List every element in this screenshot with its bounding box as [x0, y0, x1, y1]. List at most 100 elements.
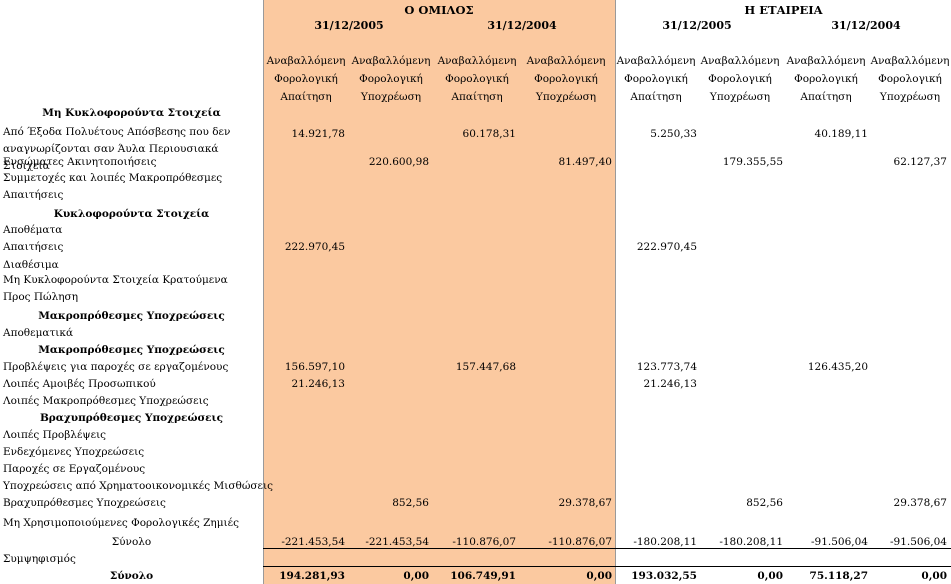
row-label: Σύνολο [109, 570, 154, 582]
period-date: 31/12/2005 [314, 19, 384, 32]
cell-value: 852,56 [392, 497, 429, 509]
column-header-word: Αναβαλλόμενη [616, 55, 696, 67]
row-label: Λοιπές Προβλέψεις [3, 429, 107, 441]
column-header-word: Φορολογική [878, 73, 942, 85]
column-header-word: Απαίτηση [800, 91, 852, 103]
cell-value: -221.453,54 [281, 536, 345, 548]
row-label: Κυκλοφορούντα Στοιχεία [53, 208, 210, 220]
subtotal-rule [263, 548, 951, 549]
cell-value: 0,00 [921, 570, 947, 582]
row-label: Σύνολο [111, 536, 152, 548]
column-header-word: Απαίτηση [280, 91, 332, 103]
group-title: Ο ΟΜΙΛΟΣ [404, 3, 474, 17]
row-label: Μακροπρόθεσμες Υποχρεώσεις [38, 310, 225, 322]
company-title: Η ΕΤΑΙΡΕΙΑ [744, 3, 823, 17]
column-header-word: Αναβαλλόμενη [700, 55, 780, 67]
column-header-word: Απαίτηση [630, 91, 682, 103]
row-label: Διαθέσιμα [3, 259, 59, 271]
column-header: Αναβαλλόμενη Φορολογική Υποχρέωση [347, 52, 435, 106]
row-label: Αποθεματικά [3, 327, 74, 339]
cell-value: 5.250,33 [650, 128, 697, 140]
column-header-word: Φορολογική [274, 73, 338, 85]
row-label: Βραχυπρόθεσμες Υποχρεώσεις [39, 412, 224, 424]
column-header: Αναβαλλόμενη Φορολογική Απαίτηση [433, 52, 521, 106]
row-label: Μακροπρόθεσμες Υποχρεώσεις [38, 344, 225, 356]
cell-value: 157.447,68 [455, 361, 516, 373]
column-header-word: Αναβαλλόμενη [437, 55, 517, 67]
column-header-word: Φορολογική [794, 73, 858, 85]
cell-value: 81.497,40 [558, 156, 612, 168]
column-header: Αναβαλλόμενη Φορολογική Υποχρέωση [522, 52, 610, 106]
period-date: 31/12/2004 [831, 19, 901, 32]
cell-value: -110.876,07 [548, 536, 612, 548]
column-header-word: Απαίτηση [451, 91, 503, 103]
column-header-word: Αναβαλλόμενη [526, 55, 606, 67]
cell-value: 106.749,91 [450, 570, 516, 582]
column-header-word: Αναβαλλόμενη [870, 55, 950, 67]
column-header: Αναβαλλόμενη Φορολογική Υποχρέωση [866, 52, 951, 106]
cell-value: 123.773,74 [636, 361, 697, 373]
cell-value: 14.921,78 [291, 128, 345, 140]
column-header-word: Φορολογική [708, 73, 772, 85]
cell-value: 0,00 [757, 570, 783, 582]
column-header: Αναβαλλόμενη Φορολογική Απαίτηση [612, 52, 700, 106]
column-header-word: Αναβαλλόμενη [266, 55, 346, 67]
cell-value: -180.208,11 [633, 536, 697, 548]
row-label: Υποχρεώσεις από Χρηματοοικονομικές Μισθώ… [3, 480, 273, 492]
row-label: Βραχυπρόθεσμες Υποχρεώσεις [3, 497, 166, 509]
cell-value: 75.118,27 [809, 570, 868, 582]
column-header-word: Φορολογική [445, 73, 509, 85]
cell-value: 0,00 [403, 570, 429, 582]
cell-value: 220.600,98 [368, 156, 429, 168]
cell-value: -110.876,07 [452, 536, 516, 548]
group-left-border [263, 0, 264, 584]
period-date: 31/12/2005 [662, 19, 732, 32]
cell-value: 194.281,93 [279, 570, 345, 582]
column-header-word: Αναβαλλόμενη [786, 55, 866, 67]
row-label: Λοιπές Μακροπρόθεσμες Υποχρεώσεις [3, 395, 209, 407]
row-label: Από Έξοδα Πολυέτους Απόσβεσης που δεν αν… [3, 126, 231, 172]
row-label: Προβλέψεις για παροχές σε εργαζομένους [3, 361, 229, 373]
column-header-word: Φορολογική [624, 73, 688, 85]
row-label: Παροχές σε Εργαζομένους [3, 463, 146, 475]
column-header-word: Υποχρέωση [535, 91, 597, 103]
cell-value: 40.189,11 [814, 128, 868, 140]
cell-value: -221.453,54 [365, 536, 429, 548]
row-label: Απαιτήσεις [3, 241, 64, 253]
cell-value: 852,56 [746, 497, 783, 509]
cell-value: 21.246,13 [291, 378, 345, 390]
column-header: Αναβαλλόμενη Φορολογική Απαίτηση [262, 52, 350, 106]
column-header-word: Υποχρέωση [879, 91, 941, 103]
cell-value: 126.435,20 [807, 361, 868, 373]
group-highlight [263, 0, 616, 584]
column-header: Αναβαλλόμενη Φορολογική Απαίτηση [782, 52, 870, 106]
row-label: Ενδεχόμενες Υποχρεώσεις [3, 446, 145, 458]
row-label: Συμψηφισμός [3, 553, 76, 565]
column-header-word: Αναβαλλόμενη [351, 55, 431, 67]
cell-value: -91.506,04 [811, 536, 868, 548]
column-header-word: Υποχρέωση [709, 91, 771, 103]
total-rule [263, 566, 951, 567]
row-label: Μη Κυκλοφορούντα Στοιχεία [42, 107, 221, 119]
cell-value: 222.970,45 [636, 241, 697, 253]
row-label: Αποθέματα [3, 224, 63, 236]
cell-value: 29.378,67 [558, 497, 612, 509]
cell-value: 21.246,13 [643, 378, 697, 390]
column-header-word: Υποχρέωση [360, 91, 422, 103]
row-label: Μη Κυκλοφορούντα Στοιχεία Κρατούμενα Προ… [3, 274, 228, 303]
cell-value: -91.506,04 [890, 536, 947, 548]
row-label: Λοιπές Αμοιβές Προσωπικού [3, 378, 156, 390]
cell-value: 193.032,55 [631, 570, 697, 582]
row-label: Ενσώματες Ακινητοποιήσεις [3, 156, 157, 168]
cell-value: 62.127,37 [893, 156, 947, 168]
cell-value: 0,00 [586, 570, 612, 582]
group-right-border [615, 0, 616, 584]
cell-value: 156.597,10 [284, 361, 345, 373]
column-header-word: Φορολογική [534, 73, 598, 85]
cell-value: 60.178,31 [462, 128, 516, 140]
cell-value: -180.208,11 [719, 536, 783, 548]
row-label: Συμμετοχές και λοιπές Μακροπρόθεσμες Απα… [3, 172, 223, 201]
column-header: Αναβαλλόμενη Φορολογική Υποχρέωση [696, 52, 784, 106]
cell-value: 222.970,45 [284, 241, 345, 253]
cell-value: 179.355,55 [722, 156, 783, 168]
